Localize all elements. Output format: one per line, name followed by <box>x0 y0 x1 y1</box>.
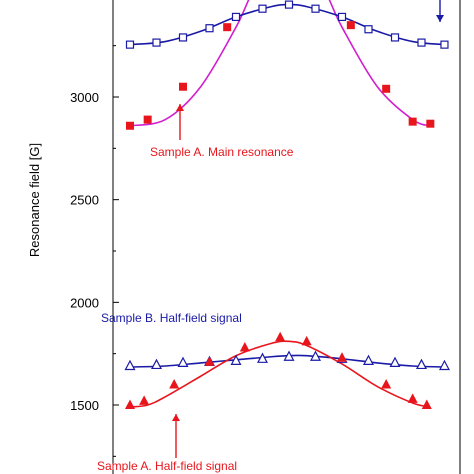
point-open-triangle <box>257 352 268 363</box>
annotations: Sample A. Main resonance Sample B. Half-… <box>97 145 294 473</box>
y-tick-label: 1500 <box>70 398 99 413</box>
point-open-square <box>337 12 347 22</box>
point-open-triangle <box>124 359 136 371</box>
point-filled-square <box>408 117 417 126</box>
point-open-triangle <box>363 354 374 365</box>
point-open-triangle <box>389 356 401 368</box>
point-filled-triangle <box>337 352 347 362</box>
annotation-half-field-b: Sample B. Half-field signal <box>101 311 242 325</box>
fit-curve-1 <box>129 0 431 127</box>
annotation-main-resonance-a: Sample A. Main resonance <box>150 145 294 159</box>
annotation-half-field-a: Sample A. Half-field signal <box>97 459 237 473</box>
fit-curves <box>129 0 445 408</box>
point-filled-triangle <box>125 399 135 409</box>
fit-curve-7 <box>129 340 431 408</box>
point-filled-square <box>346 21 355 30</box>
point-open-triangle <box>283 350 295 361</box>
point-open-square <box>258 4 267 13</box>
point-open-triangle <box>151 358 162 370</box>
point-open-square <box>178 33 188 42</box>
point-filled-square <box>179 82 187 91</box>
point-open-square <box>205 24 214 33</box>
point-filled-triangle <box>139 395 150 405</box>
point-filled-square <box>382 84 391 93</box>
point-open-square <box>364 25 373 34</box>
point-filled-triangle <box>381 378 392 389</box>
point-open-square <box>311 4 320 13</box>
y-axis: 1500 2000 2500 3000 <box>70 45 119 457</box>
point-open-triangle <box>230 354 242 365</box>
arrow-main-resonance-b-head <box>436 15 444 22</box>
point-open-triangle <box>438 359 450 371</box>
point-open-triangle <box>177 356 189 368</box>
y-tick-label: 2500 <box>70 193 99 208</box>
point-filled-square <box>126 121 134 130</box>
arrow-main-resonance-a-head <box>176 104 184 111</box>
plot-frame <box>112 0 461 474</box>
point-filled-triangle <box>407 393 418 403</box>
annotation-arrows <box>172 0 444 458</box>
point-open-triangle <box>310 350 321 361</box>
point-open-square <box>231 12 241 22</box>
point-open-square <box>440 40 449 49</box>
point-filled-square <box>223 23 232 32</box>
point-open-square <box>152 38 161 47</box>
point-open-square <box>284 0 294 9</box>
point-filled-triangle <box>301 335 312 346</box>
point-filled-triangle <box>421 399 432 409</box>
point-open-triangle <box>416 358 427 370</box>
point-open-square <box>417 38 426 47</box>
point-filled-triangle <box>169 378 180 389</box>
y-tick-label: 3000 <box>70 90 99 105</box>
point-filled-square <box>426 119 435 128</box>
point-filled-square <box>143 115 152 124</box>
point-filled-triangle <box>239 342 250 352</box>
y-tick-label: 2000 <box>70 295 99 310</box>
point-filled-triangle <box>204 356 215 366</box>
arrow-half-field-a-head <box>172 414 180 421</box>
point-open-square <box>390 33 400 42</box>
point-open-square <box>125 40 135 49</box>
data-markers <box>124 0 450 409</box>
point-filled-triangle <box>275 331 286 342</box>
y-axis-title: Resonance field [G] <box>27 143 42 257</box>
